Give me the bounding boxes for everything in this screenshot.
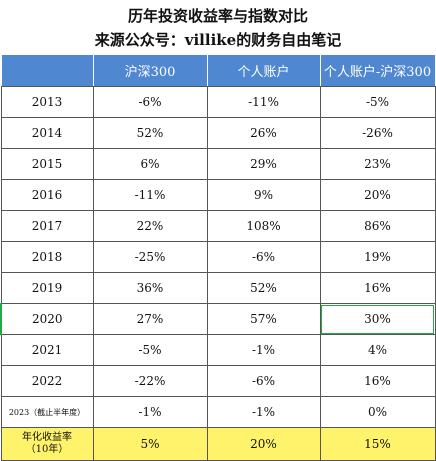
year-cell[interactable]: 2018 <box>0 241 94 273</box>
hs300-cell[interactable]: 36% <box>92 272 208 304</box>
hs300-cell[interactable]: 6% <box>92 148 208 180</box>
hs300-cell[interactable]: 27% <box>92 303 208 335</box>
summary-diff-cell[interactable]: 15% <box>319 427 436 461</box>
header-cell-year <box>0 54 94 87</box>
hs300-cell[interactable]: 52% <box>92 117 208 149</box>
diff-cell[interactable]: 86% <box>319 210 436 242</box>
personal-cell[interactable]: 29% <box>206 148 321 180</box>
year-cell[interactable]: 2019 <box>0 272 94 304</box>
hs300-cell[interactable]: -11% <box>92 179 208 211</box>
table-row: 2018 -25% -6% 19% <box>0 241 436 273</box>
table-row: 2021 -5% -1% 4% <box>0 334 436 366</box>
diff-cell[interactable]: 4% <box>319 334 436 366</box>
year-cell[interactable]: 2013 <box>0 86 94 118</box>
table-row: 2017 22% 108% 86% <box>0 210 436 242</box>
hs300-cell[interactable]: -6% <box>92 86 208 118</box>
personal-cell[interactable]: 9% <box>206 179 321 211</box>
year-cell[interactable]: 2015 <box>0 148 94 180</box>
title-line-1: 历年投资收益率与指数对比 <box>127 7 308 25</box>
summary-label-line-2: （10年） <box>25 444 69 455</box>
summary-personal-cell[interactable]: 20% <box>206 427 321 461</box>
personal-cell[interactable]: 108% <box>206 210 321 242</box>
hs300-cell[interactable]: -22% <box>92 365 208 397</box>
personal-cell[interactable]: -6% <box>206 365 321 397</box>
title-line-2: 来源公众号：villike的财务自由笔记 <box>94 31 342 49</box>
header-cell-diff: 个人账户-沪深300 <box>319 54 436 87</box>
table-row: 2023（截止半年度） -1% -1% 0% <box>0 396 436 428</box>
personal-cell[interactable]: -1% <box>206 334 321 366</box>
table-row: 2019 36% 52% 16% <box>0 272 436 304</box>
table-row: 2014 52% 26% -26% <box>0 117 436 149</box>
personal-cell[interactable]: -6% <box>206 241 321 273</box>
table-row: 2022 -22% -6% 16% <box>0 365 436 397</box>
header-cell-personal: 个人账户 <box>206 54 321 87</box>
year-cell[interactable]: 2017 <box>0 210 94 242</box>
returns-comparison-table: 沪深300 个人账户 个人账户-沪深300 2013 -6% -11% -5% … <box>0 54 436 461</box>
header-cell-hs300: 沪深300 <box>92 54 208 87</box>
diff-cell[interactable]: -5% <box>319 86 436 118</box>
diff-cell-selected[interactable]: 30% <box>319 303 436 335</box>
year-cell[interactable]: 2023（截止半年度） <box>0 396 94 428</box>
hs300-cell[interactable]: 22% <box>92 210 208 242</box>
personal-cell[interactable]: 57% <box>206 303 321 335</box>
year-cell[interactable]: 2020 <box>0 303 94 335</box>
diff-cell[interactable]: 20% <box>319 179 436 211</box>
diff-cell[interactable]: -26% <box>319 117 436 149</box>
year-cell[interactable]: 2014 <box>0 117 94 149</box>
diff-cell[interactable]: 0% <box>319 396 436 428</box>
table-header-row: 沪深300 个人账户 个人账户-沪深300 <box>0 54 436 87</box>
document-title: 历年投资收益率与指数对比 来源公众号：villike的财务自由笔记 <box>0 0 436 54</box>
diff-cell[interactable]: 16% <box>319 365 436 397</box>
hs300-cell[interactable]: -5% <box>92 334 208 366</box>
summary-row: 年化收益率 （10年） 5% 20% 15% <box>0 427 436 461</box>
personal-cell[interactable]: -1% <box>206 396 321 428</box>
year-cell[interactable]: 2016 <box>0 179 94 211</box>
year-cell[interactable]: 2022 <box>0 365 94 397</box>
personal-cell[interactable]: 26% <box>206 117 321 149</box>
year-cell[interactable]: 2021 <box>0 334 94 366</box>
diff-cell[interactable]: 23% <box>319 148 436 180</box>
hs300-cell[interactable]: -25% <box>92 241 208 273</box>
table-row: 2015 6% 29% 23% <box>0 148 436 180</box>
table-row: 2016 -11% 9% 20% <box>0 179 436 211</box>
personal-cell[interactable]: 52% <box>206 272 321 304</box>
summary-hs300-cell[interactable]: 5% <box>92 427 208 461</box>
diff-cell[interactable]: 16% <box>319 272 436 304</box>
hs300-cell[interactable]: -1% <box>92 396 208 428</box>
diff-cell[interactable]: 19% <box>319 241 436 273</box>
summary-label-line-1: 年化收益率 <box>22 432 72 443</box>
personal-cell[interactable]: -11% <box>206 86 321 118</box>
table-row: 2020 27% 57% 30% <box>0 303 436 335</box>
summary-label-cell[interactable]: 年化收益率 （10年） <box>0 427 94 461</box>
table-row: 2013 -6% -11% -5% <box>0 86 436 118</box>
